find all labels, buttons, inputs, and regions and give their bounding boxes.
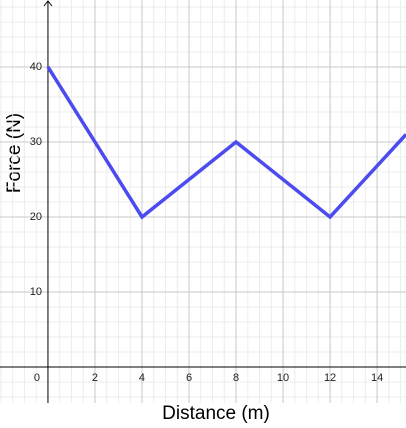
y-tick-label: 20 (30, 211, 42, 223)
y-tick-label: 10 (30, 286, 42, 298)
x-tick-label: 12 (324, 372, 336, 384)
y-axis-arrow (43, 0, 53, 7)
x-tick-label: 0 (34, 372, 40, 384)
x-tick-label: 2 (92, 372, 98, 384)
x-tick-label: 6 (186, 372, 192, 384)
x-tick-label: 4 (139, 372, 145, 384)
data-line (46, 66, 406, 220)
x-tick-label: 14 (371, 372, 383, 384)
y-tick-label: 30 (30, 136, 42, 148)
x-tick-label: 10 (277, 372, 289, 384)
y-tick-label: 40 (30, 61, 42, 73)
y-axis-title: Force (N) (4, 113, 25, 193)
x-tick-label: 8 (233, 372, 239, 384)
x-axis-title: Distance (m) (162, 403, 270, 424)
